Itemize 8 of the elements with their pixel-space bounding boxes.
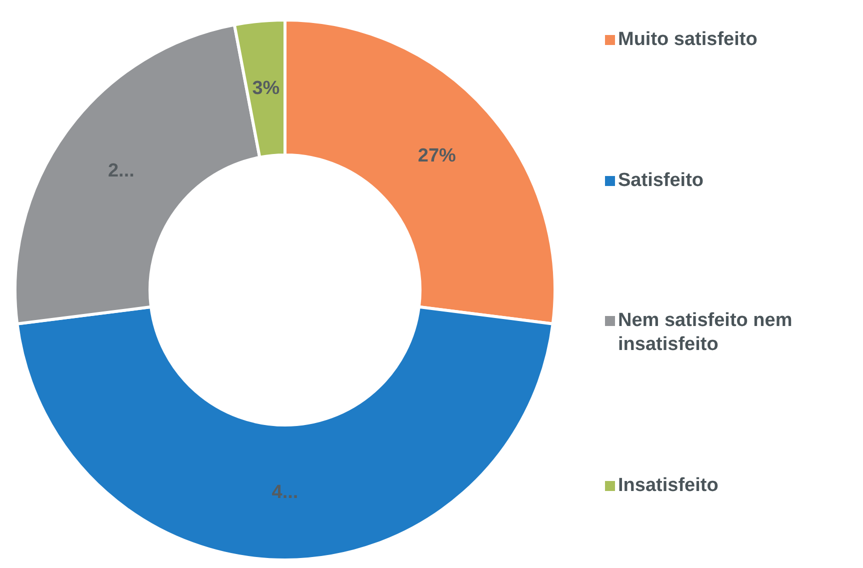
legend-label: Muito satisfeito xyxy=(618,28,758,52)
legend-label: Nem satisfeito nem insatisfeito xyxy=(618,309,794,358)
data-label: 2... xyxy=(108,160,134,182)
data-label: 27% xyxy=(418,146,456,167)
legend-label: Insatisfeito xyxy=(618,474,718,498)
data-label: 4... xyxy=(272,482,298,503)
legend-label: Satisfeito xyxy=(618,168,704,193)
data-label: 3% xyxy=(252,78,280,99)
